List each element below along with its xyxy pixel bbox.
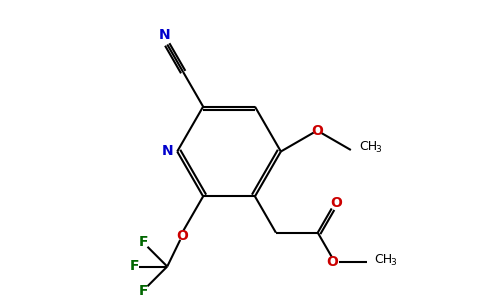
Text: 3: 3 [375, 145, 380, 154]
Text: N: N [162, 143, 173, 158]
Text: 3: 3 [391, 258, 396, 267]
Text: O: O [312, 124, 324, 138]
Text: N: N [159, 28, 170, 42]
Text: F: F [139, 235, 148, 249]
Text: F: F [139, 284, 148, 298]
Text: O: O [176, 229, 188, 243]
Text: CH: CH [375, 253, 393, 266]
Text: O: O [330, 196, 342, 211]
Text: F: F [130, 259, 139, 272]
Text: CH: CH [359, 140, 377, 152]
Text: O: O [326, 255, 338, 269]
